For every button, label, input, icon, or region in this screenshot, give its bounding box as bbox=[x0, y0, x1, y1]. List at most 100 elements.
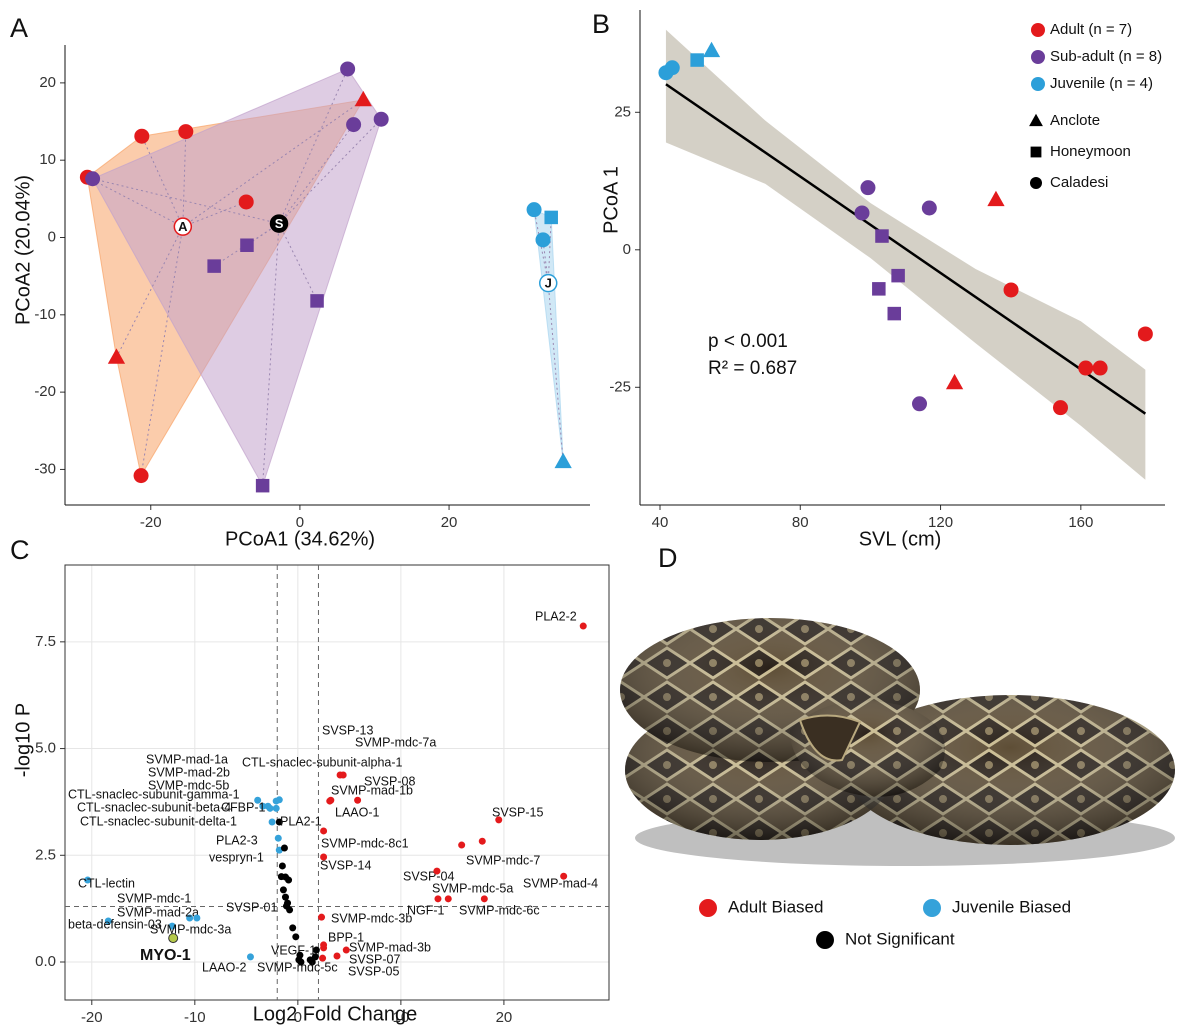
point-label: SVMP-mdc-8c1 bbox=[321, 836, 409, 850]
centroid-label: A bbox=[178, 219, 188, 234]
legend-swatch bbox=[1031, 147, 1042, 158]
point bbox=[276, 796, 283, 803]
point bbox=[888, 307, 902, 321]
point bbox=[1093, 361, 1108, 376]
x-axis-title: PCoA1 (34.62%) bbox=[225, 528, 375, 550]
legend-swatch bbox=[1031, 77, 1045, 91]
y-axis-title: PCoA 1 bbox=[600, 166, 622, 234]
point bbox=[281, 845, 288, 852]
x-tick-label: 20 bbox=[496, 1009, 513, 1026]
centroid-label: J bbox=[545, 276, 552, 291]
point bbox=[134, 129, 149, 144]
point bbox=[267, 805, 274, 812]
legend-label: Juvenile Biased bbox=[952, 897, 1071, 916]
legend-label: Honeymoon bbox=[1050, 143, 1131, 160]
point-label: LAAO-1 bbox=[335, 805, 380, 819]
point bbox=[239, 194, 254, 209]
y-axis-title: PCoA2 (20.04%) bbox=[12, 175, 34, 325]
annotation: R² = 0.687 bbox=[708, 358, 797, 379]
highlight-label: MYO-1 bbox=[140, 947, 191, 964]
point-label: SVMP-mad-1a bbox=[146, 752, 228, 766]
point-label: SVMP-mdc-1 bbox=[117, 891, 191, 905]
snake-illustration bbox=[620, 618, 1175, 866]
point-label: CTL-lectin bbox=[78, 876, 135, 890]
point-label: PLA2-1 bbox=[280, 814, 322, 828]
point-label: vespryn-1 bbox=[209, 850, 264, 864]
point bbox=[854, 205, 869, 220]
group-hull bbox=[534, 210, 563, 462]
point-label: SVMP-mdc-6c bbox=[459, 903, 540, 917]
point bbox=[286, 906, 293, 913]
point bbox=[860, 180, 875, 195]
point bbox=[297, 959, 304, 966]
point bbox=[320, 941, 327, 948]
legend-label: Sub-adult (n = 8) bbox=[1050, 48, 1162, 65]
y-tick-label: 5.0 bbox=[35, 740, 56, 757]
point-label: SVMP-mad-1b bbox=[331, 783, 413, 797]
point bbox=[273, 805, 280, 812]
centroid-label: S bbox=[275, 216, 284, 231]
annotation: p < 0.001 bbox=[708, 331, 788, 352]
legend-label: Not Significant bbox=[845, 929, 955, 948]
x-axis-title: SVL (cm) bbox=[859, 528, 942, 550]
point-label: CTL-snaclec-subunit-delta-1 bbox=[80, 814, 237, 828]
point-label: CTL-snaclec-subunit-alpha-1 bbox=[242, 755, 403, 769]
point bbox=[340, 61, 355, 76]
point-label: SVSP-05 bbox=[348, 964, 399, 978]
point-label: SVMP-mdc-7 bbox=[466, 853, 540, 867]
point-label: SVMP-mad-2b bbox=[148, 765, 230, 779]
point bbox=[536, 232, 551, 247]
legend-swatch bbox=[1031, 50, 1045, 64]
point-label: NGF-1 bbox=[407, 903, 445, 917]
point bbox=[292, 933, 299, 940]
point bbox=[374, 112, 389, 127]
point bbox=[987, 191, 1004, 206]
point bbox=[433, 868, 440, 875]
legend-swatch bbox=[1031, 23, 1045, 37]
point bbox=[346, 117, 361, 132]
point bbox=[285, 877, 292, 884]
point bbox=[458, 842, 465, 849]
y-tick-label: 10 bbox=[39, 151, 56, 168]
point bbox=[1078, 361, 1093, 376]
point bbox=[207, 259, 221, 273]
panel-letter: B bbox=[592, 9, 610, 39]
panel-letter: C bbox=[10, 535, 30, 565]
y-tick-label: 0.0 bbox=[35, 953, 56, 970]
point bbox=[354, 797, 361, 804]
point bbox=[275, 835, 282, 842]
point bbox=[340, 772, 347, 779]
point bbox=[310, 294, 324, 308]
point bbox=[1004, 282, 1019, 297]
point bbox=[703, 42, 720, 57]
point-label: SVMP-mdc-3b bbox=[331, 911, 412, 925]
point bbox=[946, 374, 963, 389]
point bbox=[282, 894, 289, 901]
point bbox=[872, 282, 886, 296]
point-label: SVMP-mdc-7a bbox=[355, 735, 436, 749]
legend-swatch bbox=[699, 899, 717, 917]
point bbox=[178, 124, 193, 139]
y-tick-label: -20 bbox=[34, 383, 56, 400]
y-tick-label: -10 bbox=[34, 306, 56, 323]
confidence-band bbox=[666, 30, 1145, 480]
legend-label: Anclote bbox=[1050, 112, 1100, 129]
point bbox=[320, 827, 327, 834]
figure: -20020-30-20-1001020ASJ4080120160-25025A… bbox=[0, 0, 1184, 1027]
y-tick-label: 2.5 bbox=[35, 846, 56, 863]
legend-swatch bbox=[1029, 114, 1043, 126]
point-label: PLA2-2 bbox=[535, 609, 577, 623]
point bbox=[85, 171, 100, 186]
point-label: CTL-snaclec-subunit-gamma-1 bbox=[68, 787, 240, 801]
point bbox=[269, 818, 276, 825]
legend-label: Caladesi bbox=[1050, 174, 1108, 191]
y-tick-label: 7.5 bbox=[35, 633, 56, 650]
point bbox=[891, 269, 905, 283]
point bbox=[193, 915, 200, 922]
panel-letter: D bbox=[658, 543, 678, 573]
point bbox=[284, 900, 291, 907]
point bbox=[445, 895, 452, 902]
point bbox=[912, 396, 927, 411]
y-tick-label: 20 bbox=[39, 74, 56, 91]
point bbox=[289, 924, 296, 931]
